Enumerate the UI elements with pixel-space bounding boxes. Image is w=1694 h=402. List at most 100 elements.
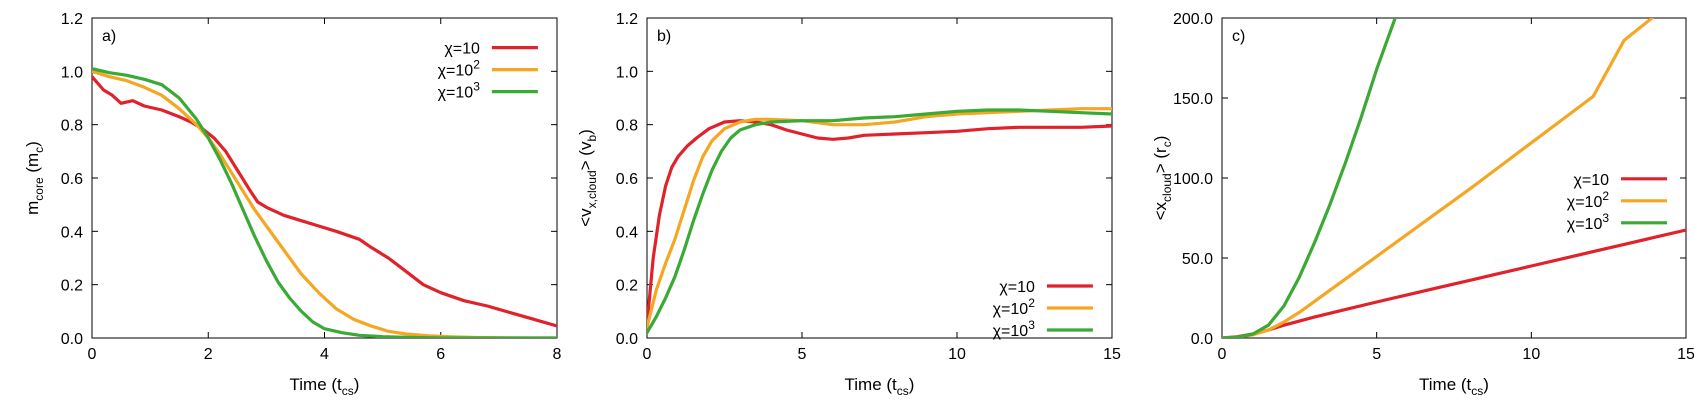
legend-label-sup: 3 bbox=[1028, 318, 1035, 332]
legend-label-3: χ=103 bbox=[993, 318, 1036, 340]
x-axis-label: Time (tcs) bbox=[1419, 375, 1489, 398]
x-tick-label: 0 bbox=[88, 346, 97, 363]
y-tick-label: 100.0 bbox=[1173, 171, 1213, 188]
y-tick-label: 0.2 bbox=[616, 278, 638, 295]
legend-label-1: χ=10 bbox=[999, 279, 1035, 296]
legend-label-3: χ=103 bbox=[438, 80, 481, 102]
x-tick-label: 10 bbox=[1522, 346, 1540, 363]
y-axis-label-sub: x,cloud bbox=[585, 170, 599, 208]
series-line-1 bbox=[647, 119, 1112, 327]
x-tick-label: 4 bbox=[320, 346, 329, 363]
y-axis-label-sub: cloud bbox=[1160, 173, 1174, 202]
y-tick-label: 0.0 bbox=[61, 331, 83, 348]
y-axis-label-sub2: c bbox=[32, 147, 46, 153]
y-tick-label: 1.2 bbox=[616, 11, 638, 28]
legend-label-base: χ=10 bbox=[993, 323, 1029, 340]
y-axis-label-text: <x bbox=[1151, 201, 1170, 220]
y-tick-label: 0.8 bbox=[61, 118, 83, 135]
x-axis-label-sub: cs bbox=[897, 384, 909, 398]
y-axis-label-end: ) bbox=[23, 141, 42, 147]
y-tick-label: 0.6 bbox=[61, 171, 83, 188]
y-axis-label-sub2: b bbox=[585, 135, 599, 142]
y-axis-label: mcore (mc) bbox=[23, 141, 46, 215]
y-axis-label-text: <v bbox=[576, 208, 595, 227]
legend-label-2: χ=102 bbox=[1567, 189, 1610, 211]
y-tick-label: 1.0 bbox=[616, 64, 638, 81]
y-axis-label-sub2: c bbox=[1160, 141, 1174, 147]
y-axis-label-mid: (m bbox=[23, 153, 42, 178]
series-line-3 bbox=[92, 67, 557, 338]
x-tick-label: 0 bbox=[1218, 346, 1227, 363]
series-line-1 bbox=[92, 75, 557, 328]
legend-label-base: χ=10 bbox=[438, 85, 474, 102]
plot-frame bbox=[646, 17, 1113, 339]
legend-label-base: χ=10 bbox=[438, 63, 474, 80]
x-tick-label: 6 bbox=[436, 346, 445, 363]
x-axis-label-text: Time (t bbox=[1419, 375, 1472, 394]
x-axis-label-text: Time (t bbox=[845, 375, 898, 394]
legend-label-sup: 3 bbox=[1602, 211, 1609, 225]
y-axis-label-mid: > (v bbox=[576, 141, 595, 170]
y-axis-label-end: ) bbox=[1151, 136, 1170, 142]
y-axis-label-text: m bbox=[23, 201, 42, 215]
legend-label-2: χ=102 bbox=[438, 58, 481, 80]
x-tick-label: 2 bbox=[204, 346, 213, 363]
y-tick-label: 150.0 bbox=[1173, 91, 1213, 108]
panel-label: a) bbox=[102, 28, 116, 45]
series-line-3 bbox=[1222, 18, 1397, 338]
plot-frame bbox=[91, 17, 558, 339]
legend-label-1: χ=10 bbox=[444, 41, 480, 58]
series-line-1 bbox=[1222, 228, 1686, 338]
legend-label-base: χ=10 bbox=[1567, 194, 1603, 211]
y-tick-label: 50.0 bbox=[1182, 251, 1213, 268]
legend-label-sup: 2 bbox=[1602, 189, 1609, 203]
y-axis-label: <xcloud> (rc) bbox=[1151, 136, 1174, 221]
series-line-3 bbox=[647, 108, 1112, 335]
y-tick-label: 0.2 bbox=[61, 278, 83, 295]
y-axis-label: <vx,cloud> (vb) bbox=[576, 129, 599, 227]
y-tick-label: 0.4 bbox=[616, 224, 638, 241]
y-axis-label-sub: core bbox=[32, 177, 46, 201]
x-axis-label: Time (tcs) bbox=[845, 375, 915, 398]
y-tick-label: 0.0 bbox=[1191, 331, 1213, 348]
series-line-2 bbox=[647, 107, 1112, 329]
legend-label-sup: 2 bbox=[473, 58, 480, 72]
x-tick-label: 5 bbox=[1372, 346, 1381, 363]
legend-label-base: χ=10 bbox=[993, 301, 1029, 318]
y-axis-label-end: ) bbox=[576, 129, 595, 135]
legend-label-2: χ=102 bbox=[993, 296, 1036, 318]
legend-label-sup: 3 bbox=[473, 80, 480, 94]
legend-label-1: χ=10 bbox=[1573, 172, 1609, 189]
x-axis-label-sub: cs bbox=[342, 384, 354, 398]
x-axis-label: Time (tcs) bbox=[290, 375, 360, 398]
y-axis-label-mid: > (r bbox=[1151, 147, 1170, 173]
legend-label-base: χ=10 bbox=[1573, 172, 1609, 189]
legend-label-base: χ=10 bbox=[999, 279, 1035, 296]
x-tick-label: 8 bbox=[553, 346, 562, 363]
x-axis-label-tail: ) bbox=[354, 375, 360, 394]
legend-label-base: χ=10 bbox=[1567, 216, 1603, 233]
y-tick-label: 1.0 bbox=[61, 64, 83, 81]
series-line-2 bbox=[1222, 18, 1654, 338]
x-axis-label-tail: ) bbox=[1483, 375, 1489, 394]
y-tick-label: 0.0 bbox=[616, 331, 638, 348]
x-axis-label-text: Time (t bbox=[290, 375, 343, 394]
x-tick-label: 10 bbox=[948, 346, 966, 363]
panel-label: c) bbox=[1232, 28, 1245, 45]
x-tick-label: 15 bbox=[1677, 346, 1694, 363]
x-axis-label-sub: cs bbox=[1471, 384, 1483, 398]
y-tick-label: 200.0 bbox=[1173, 11, 1213, 28]
x-tick-label: 0 bbox=[643, 346, 652, 363]
legend-label-sup: 2 bbox=[1028, 296, 1035, 310]
y-tick-label: 1.2 bbox=[61, 11, 83, 28]
y-tick-label: 0.4 bbox=[61, 224, 83, 241]
y-tick-label: 0.8 bbox=[616, 118, 638, 135]
x-tick-label: 15 bbox=[1103, 346, 1121, 363]
x-tick-label: 5 bbox=[798, 346, 807, 363]
panel-label: b) bbox=[657, 28, 671, 45]
legend-label-3: χ=103 bbox=[1567, 211, 1610, 233]
